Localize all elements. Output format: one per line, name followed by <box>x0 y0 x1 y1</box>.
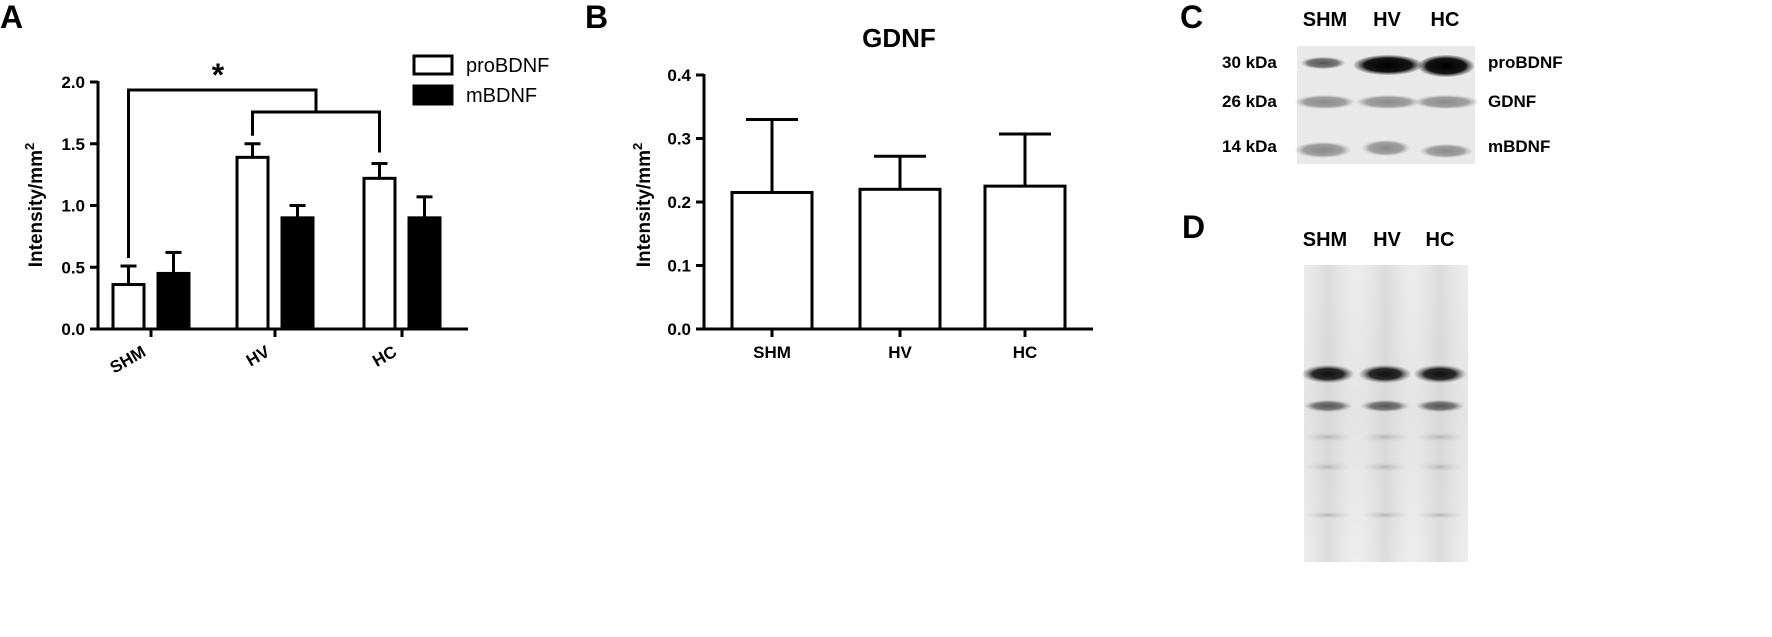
y-tick-label: 0.0 <box>667 320 691 339</box>
blot-band <box>1418 55 1474 77</box>
gel-band <box>1304 400 1352 412</box>
x-tick-label: SHM <box>753 343 791 362</box>
y-tick-label: 0.2 <box>667 193 691 212</box>
x-tick-label: HC <box>369 342 400 371</box>
chart-a: 0.0 0.5 1.0 1.5 2.0 Intensity/mm2 SHM HV HC * proB… <box>22 54 549 377</box>
panel-a: A 0.0 0.5 1.0 1.5 2.0 Intensity/mm2 SHM HV HC * pr… <box>0 0 549 377</box>
gel-band <box>1363 511 1407 519</box>
blot-kda-label: 14 kDa <box>1222 137 1277 156</box>
gel-band <box>1306 462 1350 472</box>
y-axis-label-text: Intensity/mm <box>634 150 655 267</box>
blot-kda-label: 26 kDa <box>1222 92 1277 111</box>
y-tick-label: 0.5 <box>61 258 85 277</box>
gel-band <box>1359 365 1411 383</box>
panel-letter-a: A <box>0 0 23 35</box>
blot-band <box>1295 95 1355 109</box>
y-tick-label: 0.3 <box>667 130 691 149</box>
gel-band <box>1361 400 1409 412</box>
gel-lane-label: HC <box>1426 229 1455 251</box>
bar <box>983 184 1067 331</box>
gel-band <box>1418 462 1462 472</box>
bar <box>362 176 397 331</box>
chart-title: GDNF <box>862 23 936 53</box>
bar <box>858 187 942 331</box>
legend-swatch <box>412 84 454 106</box>
y-tick-label: 0.4 <box>667 66 691 85</box>
y-tick-label: 1.5 <box>61 135 85 154</box>
y-tick-label: 0.1 <box>667 257 691 276</box>
blot-band <box>1414 95 1478 109</box>
gel-band <box>1363 462 1407 472</box>
gel-lane-label: HV <box>1373 229 1401 251</box>
blot-protein-label: mBDNF <box>1488 137 1550 156</box>
legend-swatch <box>412 54 454 76</box>
blot-lane-label: SHM <box>1303 9 1347 31</box>
gel-band <box>1416 432 1464 442</box>
bar <box>235 155 270 331</box>
significance-bracket <box>127 88 318 259</box>
x-tick-label: HV <box>243 342 274 371</box>
y-axis-label: Intensity/mm2 <box>630 143 655 267</box>
chart-b: 0.0 0.1 0.2 0.3 0.4 Intensity/mm2 GDNF SHM HV HC <box>630 23 1093 362</box>
panel-letter-d: D <box>1182 209 1205 245</box>
blot-band <box>1420 144 1472 158</box>
blot-band <box>1295 142 1351 158</box>
gel-band <box>1418 511 1462 519</box>
blot-band <box>1354 55 1422 75</box>
bar <box>280 216 315 331</box>
blot-band <box>1301 57 1345 69</box>
y-axis-label-superscript: 2 <box>22 143 37 150</box>
panel-letter-b: B <box>585 0 608 35</box>
y-axis-label: Intensity/mm2 <box>22 143 47 267</box>
gel-band <box>1302 365 1354 383</box>
significance-bracket <box>251 110 381 153</box>
significance-star: * <box>212 57 225 93</box>
x-tick-label: HV <box>888 343 912 362</box>
y-axis-label-text: Intensity/mm <box>26 150 47 267</box>
y-tick-label: 2.0 <box>61 73 85 92</box>
blot-lane-label: HV <box>1373 9 1401 31</box>
blot-lane-label: HC <box>1431 9 1460 31</box>
gel-band <box>1416 400 1464 412</box>
y-tick-label: 1.0 <box>61 197 85 216</box>
gel-band <box>1306 511 1350 519</box>
blot-band <box>1356 95 1420 109</box>
gel-band <box>1414 365 1466 383</box>
x-tick-label: SHM <box>107 342 149 377</box>
panel-letter-c: C <box>1180 0 1203 35</box>
panel-b: B 0.0 0.1 0.2 0.3 0.4 Intensity/mm2 GDNF SHM HV H… <box>585 0 1093 362</box>
blot-kda-label: 30 kDa <box>1222 53 1277 72</box>
gel-band <box>1304 432 1352 442</box>
blot-protein-label: GDNF <box>1488 92 1536 111</box>
x-tick-label: HC <box>1013 343 1038 362</box>
bar <box>111 283 146 331</box>
y-axis-label-superscript: 2 <box>630 143 645 150</box>
blot-protein-label: proBDNF <box>1488 53 1563 72</box>
legend-label: proBDNF <box>466 55 549 77</box>
gel-lane-label: SHM <box>1303 229 1347 251</box>
y-tick-label: 0.0 <box>61 320 85 339</box>
bar <box>407 216 442 331</box>
bar <box>156 271 191 331</box>
gel-band <box>1361 432 1409 442</box>
blot-band <box>1362 140 1410 156</box>
bar <box>730 190 814 331</box>
panel-c: C SHM HV HC 30 kDa 26 kDa 14 kDa proBDNF… <box>1180 0 1563 164</box>
panel-d: D SHM HV HC <box>1182 209 1468 562</box>
legend-label: mBDNF <box>466 85 537 107</box>
